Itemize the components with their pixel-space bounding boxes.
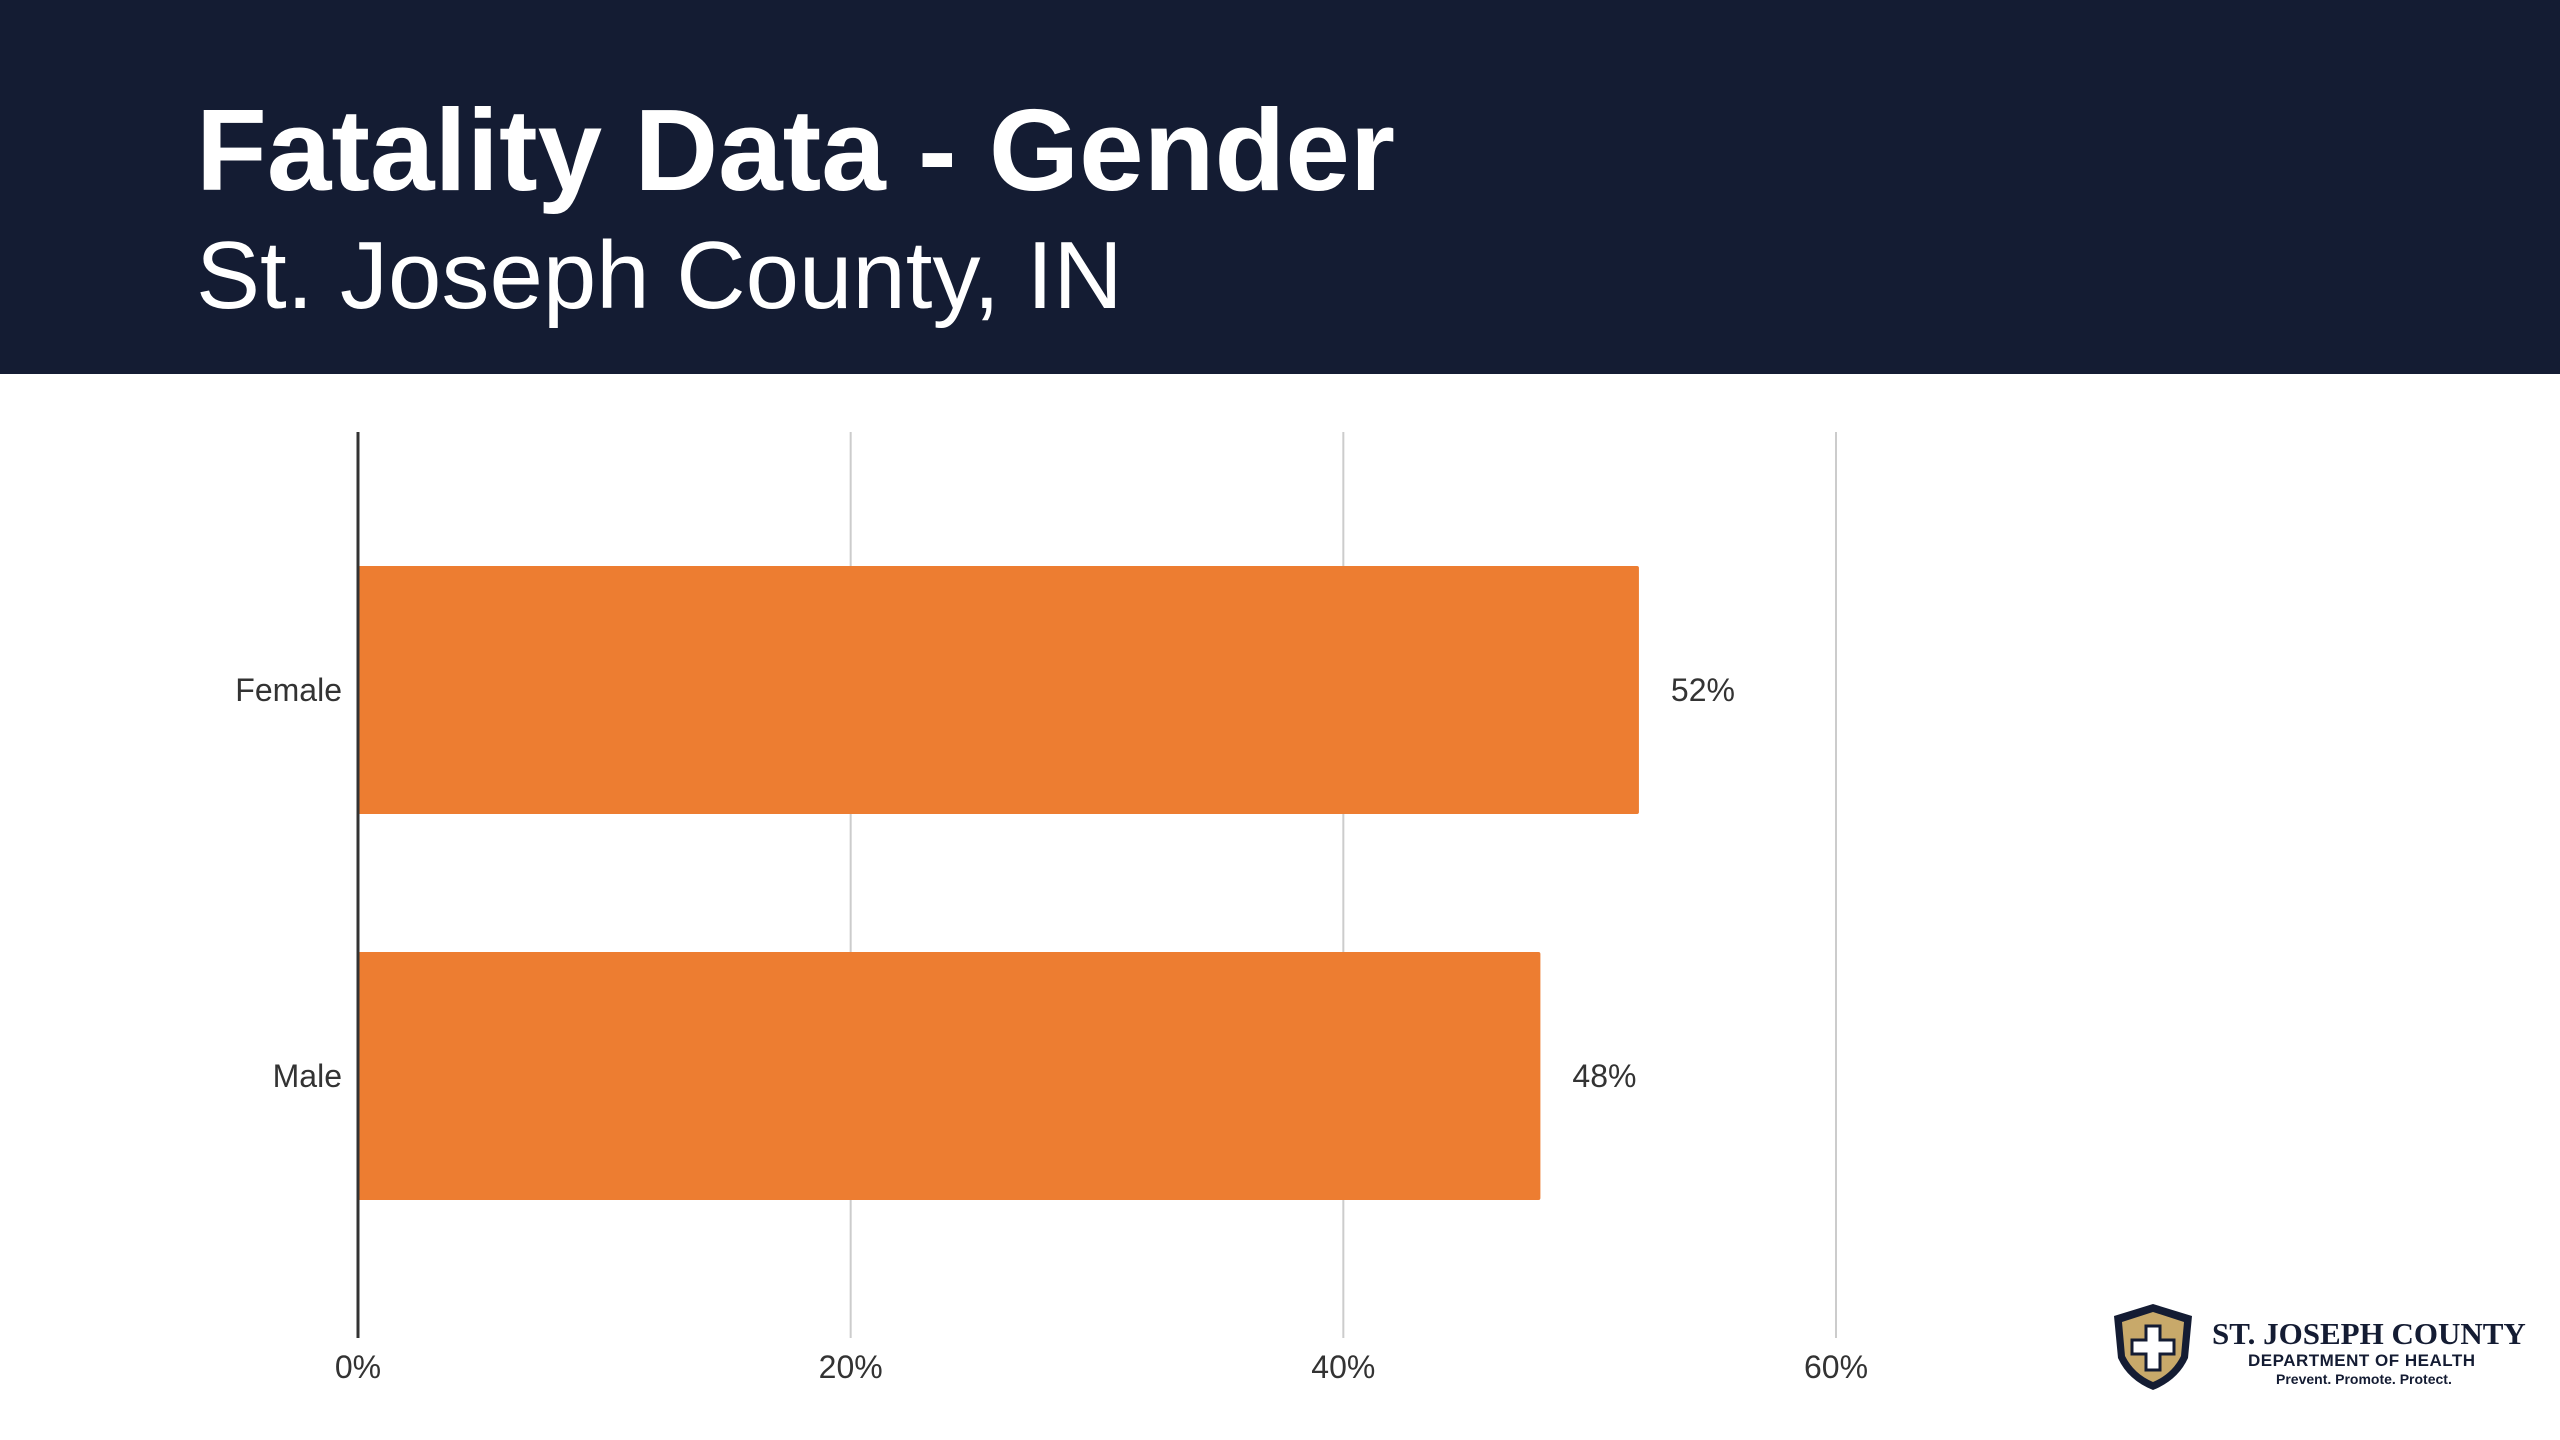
bar (358, 566, 1639, 814)
x-tick-label: 60% (1804, 1349, 1868, 1385)
data-label: 48% (1572, 1058, 1636, 1094)
page-title: Fatality Data - Gender (196, 85, 1395, 215)
x-tick-label: 40% (1311, 1349, 1375, 1385)
category-label: Female (235, 672, 342, 708)
category-label: Male (273, 1058, 342, 1094)
data-label: 52% (1671, 672, 1735, 708)
x-tick-label: 0% (335, 1349, 381, 1385)
bar (358, 952, 1541, 1200)
logo-name: ST. JOSEPH COUNTY (2212, 1316, 2526, 1351)
logo-tagline: Prevent. Promote. Protect. (2276, 1371, 2452, 1387)
logo-department: DEPARTMENT OF HEALTH (2248, 1351, 2476, 1370)
header-banner: Fatality Data - Gender St. Joseph County… (0, 0, 2560, 374)
shield-cross-icon (2114, 1304, 2192, 1390)
county-health-logo: ST. JOSEPH COUNTY DEPARTMENT OF HEALTH P… (2106, 1300, 2526, 1400)
page-subtitle: St. Joseph County, IN (196, 222, 1123, 329)
x-tick-label: 20% (819, 1349, 883, 1385)
